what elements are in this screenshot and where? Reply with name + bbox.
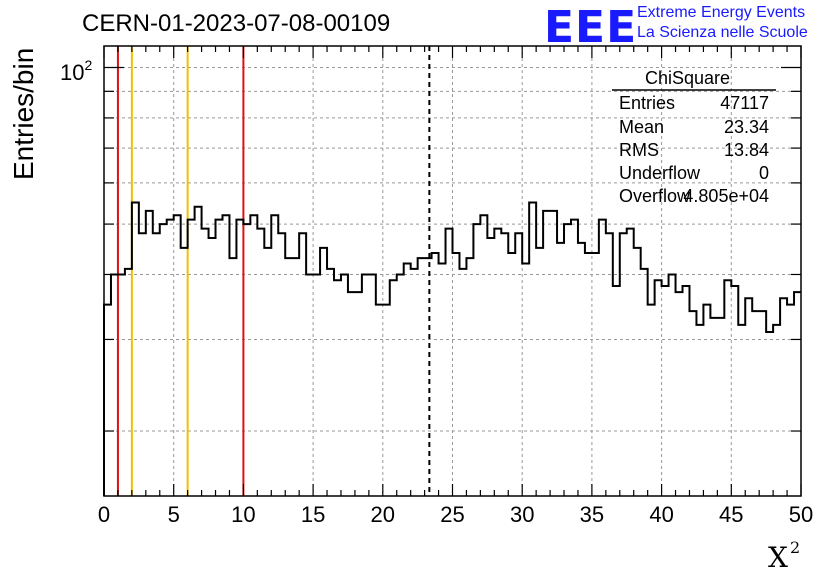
x-tick-label: 35 [580, 502, 604, 527]
x-tick-label: 0 [98, 502, 110, 527]
histogram-outline [103, 201, 801, 496]
x-axis-label-text: X [768, 541, 788, 574]
x-tick-label: 40 [649, 502, 673, 527]
stats-value-mean: 23.34 [723, 117, 769, 137]
stats-title: ChiSquare [645, 68, 731, 88]
x-tick-label: 20 [371, 502, 395, 527]
stats-label-entries: Entries [619, 93, 676, 113]
axis-ticks [103, 46, 802, 496]
x-tick-label: 15 [301, 502, 325, 527]
y-tick-label: 102 [60, 57, 92, 85]
stats-label-mean: Mean [619, 117, 665, 137]
x-tick-label: 50 [789, 502, 813, 527]
x-tick-label: 5 [168, 502, 180, 527]
x-tick-label: 30 [510, 502, 534, 527]
x-tick-labels: 0 5 10 15 20 25 30 35 40 45 50 [98, 502, 813, 527]
logo-caption-line1: Extreme Energy Events [637, 4, 806, 21]
y-tick-labels: 102 [60, 57, 92, 85]
eee-logo: EEE [544, 2, 638, 53]
y-axis-label: Entries/bin [8, 47, 39, 180]
x-tick-label: 10 [231, 502, 255, 527]
x-tick-label: 25 [440, 502, 464, 527]
run-title: CERN-01-2023-07-08-00109 [82, 10, 391, 37]
x-tick-label: 45 [719, 502, 743, 527]
stats-label-overflow: Overflow [619, 186, 691, 206]
stats-value-underflow: 0 [758, 163, 769, 183]
stats-value-overflow: 4.805e+04 [683, 186, 769, 206]
stats-label-underflow: Underflow [619, 163, 701, 183]
logo-caption-line2: La Scienza nelle Scuole [637, 24, 808, 41]
x-axis-label-superscript: 2 [789, 538, 801, 557]
stats-value-entries: 47117 [720, 93, 769, 113]
y-tick-label-exponent: 2 [84, 57, 92, 73]
stats-value-rms: 13.84 [723, 140, 769, 160]
histogram-series [103, 201, 801, 496]
reference-lines [116, 46, 431, 496]
grid-lines [104, 46, 801, 496]
stats-label-rms: RMS [619, 140, 659, 160]
